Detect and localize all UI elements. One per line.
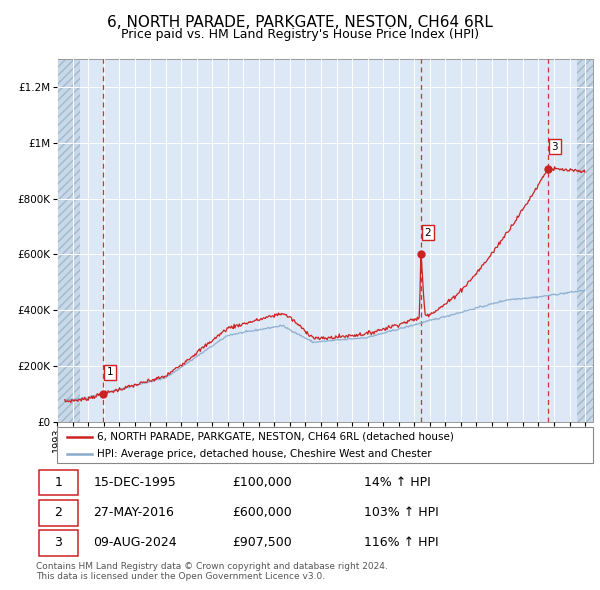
Text: 14% ↑ HPI: 14% ↑ HPI [364, 476, 430, 489]
Text: 6, NORTH PARADE, PARKGATE, NESTON, CH64 6RL (detached house): 6, NORTH PARADE, PARKGATE, NESTON, CH64 … [97, 432, 454, 442]
Bar [57, 59, 80, 422]
Text: 1: 1 [107, 367, 113, 377]
Bar [577, 59, 593, 422]
Text: 27-MAY-2016: 27-MAY-2016 [94, 506, 174, 519]
Text: 6, NORTH PARADE, PARKGATE, NESTON, CH64 6RL: 6, NORTH PARADE, PARKGATE, NESTON, CH64 … [107, 15, 493, 30]
Text: 103% ↑ HPI: 103% ↑ HPI [364, 506, 439, 519]
Text: £907,500: £907,500 [233, 536, 292, 549]
Text: Contains HM Land Registry data © Crown copyright and database right 2024.
This d: Contains HM Land Registry data © Crown c… [36, 562, 388, 581]
Text: £600,000: £600,000 [233, 506, 292, 519]
Text: Price paid vs. HM Land Registry's House Price Index (HPI): Price paid vs. HM Land Registry's House … [121, 28, 479, 41]
Text: 09-AUG-2024: 09-AUG-2024 [94, 536, 177, 549]
Text: 1: 1 [55, 476, 62, 489]
FancyBboxPatch shape [39, 500, 78, 526]
Text: 15-DEC-1995: 15-DEC-1995 [94, 476, 176, 489]
FancyBboxPatch shape [39, 530, 78, 556]
Bar [577, 59, 593, 422]
Text: HPI: Average price, detached house, Cheshire West and Chester: HPI: Average price, detached house, Ches… [97, 449, 432, 459]
Text: 3: 3 [55, 536, 62, 549]
Text: 2: 2 [424, 228, 431, 238]
FancyBboxPatch shape [39, 470, 78, 496]
Text: 116% ↑ HPI: 116% ↑ HPI [364, 536, 438, 549]
Bar [57, 59, 80, 422]
Text: £100,000: £100,000 [233, 476, 292, 489]
Text: 3: 3 [551, 142, 558, 152]
Text: 2: 2 [55, 506, 62, 519]
